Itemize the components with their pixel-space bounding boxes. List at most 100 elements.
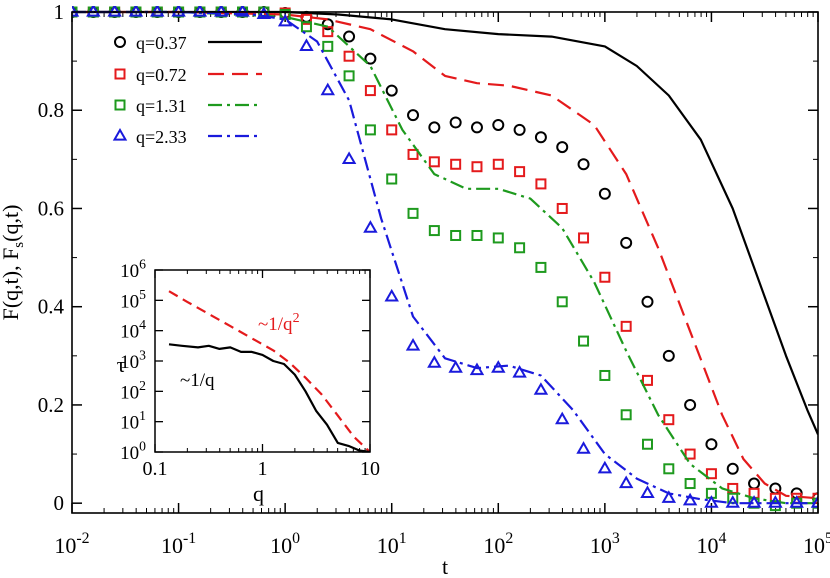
data-point [427, 355, 442, 368]
data-point [407, 148, 419, 160]
data-point [385, 84, 398, 97]
data-point [492, 118, 505, 131]
data-point [492, 232, 504, 244]
data-point [725, 495, 740, 508]
inset-x-axis-label: q [253, 481, 264, 506]
data-point [599, 271, 611, 283]
data-point [428, 156, 440, 168]
data-point [405, 337, 421, 351]
data-point [450, 158, 462, 170]
y-tick-label: 1 [54, 0, 65, 24]
series-3 [72, 6, 818, 508]
inset-y-axis-label: τ [117, 352, 126, 377]
y-tick-label: 0 [54, 491, 65, 515]
data-point [72, 6, 80, 17]
inset-plot: 0.1 1 10 100 101 102 103 104 105 106 q τ ~1/q2 ~1/q [117, 256, 380, 506]
series-line-1 [72, 10, 818, 500]
x-tick-label: 104 [696, 530, 726, 558]
data-point [407, 207, 419, 219]
y-tick-label: 0.6 [38, 196, 64, 220]
data-point [577, 158, 590, 171]
data-point [705, 468, 717, 480]
data-point [684, 398, 697, 411]
data-point [663, 414, 675, 426]
data-point [555, 411, 570, 425]
data-point [471, 229, 483, 241]
data-point [364, 124, 376, 136]
data-point [300, 21, 312, 33]
data-point [620, 236, 633, 249]
data-point [533, 382, 549, 395]
data-point [534, 131, 547, 144]
data-point [663, 463, 675, 475]
data-point [299, 38, 314, 51]
data-point [192, 6, 208, 17]
data-point [810, 495, 818, 508]
data-point [449, 116, 462, 129]
inset-x-tick-label: 10 [360, 458, 380, 480]
data-point [726, 462, 739, 475]
inset-y-tick-label: 106 [120, 256, 146, 282]
data-point [491, 360, 506, 373]
data-point [512, 365, 527, 378]
data-point [682, 492, 698, 506]
data-point [321, 18, 334, 31]
x-tick-label: 102 [483, 530, 513, 558]
data-point [279, 8, 291, 20]
data-point [341, 151, 357, 164]
inset-series-line-0 [168, 290, 370, 452]
series-line-2 [72, 10, 818, 505]
data-point [705, 438, 718, 451]
data-point [768, 495, 783, 508]
inset-y-tick-label: 103 [120, 347, 146, 373]
data-point [256, 6, 272, 20]
inset-frame [154, 269, 371, 453]
data-point [620, 409, 632, 421]
inset-annotation: ~1/q2 [258, 311, 300, 335]
data-point [386, 173, 398, 185]
data-point [746, 495, 762, 508]
data-point [428, 121, 441, 134]
data-point [471, 161, 483, 173]
data-point [514, 242, 526, 254]
x-tick-label: 10-1 [161, 530, 196, 558]
data-point [320, 82, 335, 96]
legend-label: q=1.31 [136, 96, 187, 116]
data-point [364, 52, 377, 65]
y-tick-label: 0.8 [38, 98, 64, 122]
inset-y-tick-label: 102 [120, 378, 146, 404]
data-point [384, 288, 399, 302]
data-point [469, 362, 485, 376]
y-tick-label: 0.2 [38, 393, 64, 417]
data-point [684, 448, 696, 460]
data-point [213, 6, 229, 17]
x-tick-label: 10-2 [54, 530, 89, 558]
plot-frame [71, 11, 819, 514]
data-point [448, 360, 463, 373]
data-point [576, 441, 591, 454]
legend-label: q=0.37 [136, 33, 187, 53]
data-point [277, 13, 293, 27]
x-tick-label: 105 [803, 530, 830, 558]
data-point [107, 6, 122, 17]
inset-x-tick-label: 1 [258, 458, 268, 480]
data-point [598, 187, 611, 200]
legend-label: q=0.72 [136, 65, 187, 85]
y-axis-label: F(q,t), Fs(q,t) [0, 205, 27, 321]
x-tick-label: 101 [377, 530, 407, 558]
inset-annotation: ~1/q [180, 370, 215, 391]
data-point [150, 6, 165, 17]
legend-marker [114, 68, 126, 80]
data-point [641, 295, 654, 308]
inset-plot-area [168, 290, 370, 452]
legend: q=0.37 q=0.72 q=1.31 q=2.33 [112, 33, 262, 147]
data-point [86, 6, 101, 17]
data-point [748, 477, 761, 490]
data-point [789, 495, 804, 508]
x-axis-label: t [442, 554, 448, 578]
data-point [322, 40, 334, 52]
data-point [704, 495, 719, 508]
data-point [128, 6, 144, 17]
legend-marker [112, 127, 128, 141]
